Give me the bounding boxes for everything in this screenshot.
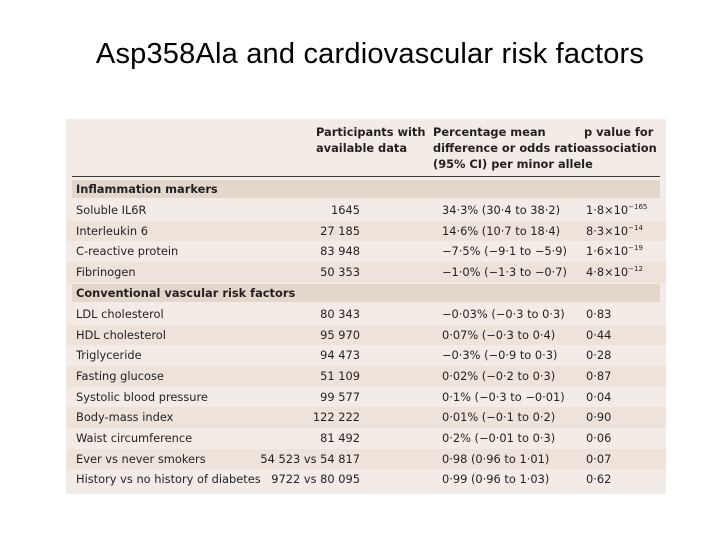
header-pvalue-line: p value for <box>584 125 654 139</box>
pvalue-exponent: −12 <box>628 265 643 274</box>
table-row: Ever vs never smokers 54 523 vs 54 817 0·9… <box>66 448 666 470</box>
percentage-value: 0·01% (−0·1 to 0·2) <box>442 410 556 425</box>
table-row: Fasting glucose 51 109 0·02% (−0·2 to 0·3)… <box>66 365 666 387</box>
pvalue-cell: 0·06 <box>586 431 611 445</box>
pvalue-exponent: −19 <box>628 244 643 253</box>
participants-value: 95 970 <box>320 327 360 342</box>
row-label: LDL cholesterol <box>76 306 164 321</box>
pvalue-exponent: −14 <box>628 223 643 232</box>
header-rule <box>72 176 660 177</box>
participants-value: 122 222 <box>312 410 360 425</box>
percentage-value: −1·0% (−1·3 to −0·7) <box>442 265 567 280</box>
header-participants-line: Participants with <box>316 125 426 139</box>
percentage-value: −0·3% (−0·9 to 0·3) <box>442 348 558 363</box>
percentage-value: −0·03% (−0·3 to 0·3) <box>442 306 565 321</box>
header-participants: Participants with available data <box>316 124 425 156</box>
table-row: Systolic blood pressure 99 577 0·1% (−0·3 … <box>66 387 666 408</box>
participants-value: 94 473 <box>320 348 360 363</box>
pvalue-cell: 4·8×10−12 <box>586 265 643 279</box>
percentage-value: 34·3% (30·4 to 38·2) <box>442 203 561 217</box>
table-row: Waist circumference 81 492 0·2% (−0·01 to … <box>66 428 666 449</box>
header-percentage-line: difference or odds ratio <box>433 141 585 155</box>
row-label: Systolic blood pressure <box>76 389 208 404</box>
header-participants-line: available data <box>316 141 408 155</box>
percentage-value: 0·1% (−0·3 to −0·01) <box>442 389 565 404</box>
header-percentage: Percentage mean difference or odds ratio… <box>433 124 593 172</box>
table-row: LDL cholesterol 80 343 −0·03% (−0·3 to 0·3… <box>66 304 666 325</box>
row-label: Fasting glucose <box>76 368 164 383</box>
percentage-value: 0·98 (0·96 to 1·01) <box>442 451 550 466</box>
participants-value: 50 353 <box>320 265 360 280</box>
pvalue-cell: 0·44 <box>586 328 611 342</box>
table-row: Interleukin 6 27 185 14·6% (10·7 to 18·4) 8… <box>66 220 666 242</box>
pvalue-cell: 0·62 <box>586 472 611 486</box>
pvalue-cell: 0·28 <box>586 348 611 362</box>
section-label: Conventional vascular risk factors <box>76 285 296 300</box>
header-percentage-line: (95% CI) per minor allele <box>433 157 593 171</box>
pvalue-base: 1·6×10 <box>586 244 629 259</box>
risk-factor-table: Participants with available data Percent… <box>66 119 666 494</box>
row-label: History vs no history of diabetes <box>76 472 261 487</box>
row-label: Triglyceride <box>76 348 142 363</box>
pvalue-cell: 0·04 <box>586 390 611 404</box>
row-label: Interleukin 6 <box>76 223 148 238</box>
pvalue-base: 0·62 <box>586 472 612 487</box>
participants-value: 1645 <box>331 203 360 217</box>
participants-value: 51 109 <box>320 368 360 383</box>
percentage-value: 0·07% (−0·3 to 0·4) <box>442 327 556 342</box>
percentage-value: 0·2% (−0·01 to 0·3) <box>442 431 556 445</box>
row-label: Fibrinogen <box>76 265 136 280</box>
participants-value: 9722 vs 80 095 <box>271 472 360 487</box>
pvalue-cell: 1·6×10−19 <box>586 244 643 258</box>
pvalue-base: 0·87 <box>586 368 612 383</box>
participants-value: 27 185 <box>320 223 360 238</box>
pvalue-base: 0·83 <box>586 306 612 321</box>
row-label: Waist circumference <box>76 431 193 445</box>
header-pvalue-line: association <box>584 141 657 155</box>
slide-title: Asp358Ala and cardiovascular risk factor… <box>95 38 645 70</box>
table-row: Soluble IL6R 1645 34·3% (30·4 to 38·2) 1·8×… <box>66 200 666 221</box>
pvalue-base: 0·44 <box>586 327 612 342</box>
pvalue-base: 0·07 <box>586 451 612 466</box>
table-row: HDL cholesterol 95 970 0·07% (−0·3 to 0·4)… <box>66 324 666 346</box>
table-row: Fibrinogen 50 353 −1·0% (−1·3 to −0·7) 4·8×… <box>66 262 666 283</box>
row-label: Body-mass index <box>76 410 174 425</box>
percentage-value: 0·02% (−0·2 to 0·3) <box>442 368 556 383</box>
pvalue-base: 0·06 <box>586 431 612 445</box>
pvalue-base: 0·28 <box>586 348 612 363</box>
pvalue-base: 1·8×10 <box>586 203 629 217</box>
pvalue-cell: 0·07 <box>586 452 611 466</box>
row-label: C-reactive protein <box>76 244 179 259</box>
pvalue-cell: 0·87 <box>586 369 611 383</box>
row-label: HDL cholesterol <box>76 327 166 342</box>
participants-value: 83 948 <box>320 244 360 259</box>
pvalue-cell: 0·90 <box>586 410 611 424</box>
percentage-value: 0·99 (0·96 to 1·03) <box>442 472 550 487</box>
table-row: Body-mass index 122 222 0·01% (−0·1 to 0·2… <box>66 407 666 428</box>
pvalue-base: 0·04 <box>586 389 612 404</box>
row-label: Soluble IL6R <box>76 203 147 217</box>
pvalue-base: 0·90 <box>586 410 612 425</box>
table-row: Triglyceride 94 473 −0·3% (−0·9 to 0·3) 0·2… <box>66 345 666 366</box>
section-header: Inflammation markers <box>72 180 660 198</box>
participants-value: 99 577 <box>320 389 360 404</box>
pvalue-exponent: −165 <box>628 203 648 211</box>
participants-value: 54 523 vs 54 817 <box>260 451 360 466</box>
table-row: C-reactive protein 83 948 −7·5% (−9·1 to −… <box>66 241 666 262</box>
header-pvalue: p value for association <box>584 124 657 156</box>
header-percentage-line: Percentage mean <box>433 125 546 139</box>
percentage-value: −7·5% (−9·1 to −5·9) <box>442 244 567 259</box>
pvalue-base: 8·3×10 <box>586 223 629 238</box>
percentage-value: 14·6% (10·7 to 18·4) <box>442 223 561 238</box>
table-row: History vs no history of diabetes 9722 vs… <box>66 469 666 490</box>
row-label: Ever vs never smokers <box>76 451 206 466</box>
participants-value: 81 492 <box>320 431 360 445</box>
pvalue-cell: 1·8×10−165 <box>586 203 647 217</box>
pvalue-cell: 0·83 <box>586 307 611 321</box>
participants-value: 80 343 <box>320 306 360 321</box>
section-label: Inflammation markers <box>76 182 218 196</box>
pvalue-cell: 8·3×10−14 <box>586 224 643 238</box>
section-header: Conventional vascular risk factors <box>72 283 660 302</box>
pvalue-base: 4·8×10 <box>586 265 629 280</box>
